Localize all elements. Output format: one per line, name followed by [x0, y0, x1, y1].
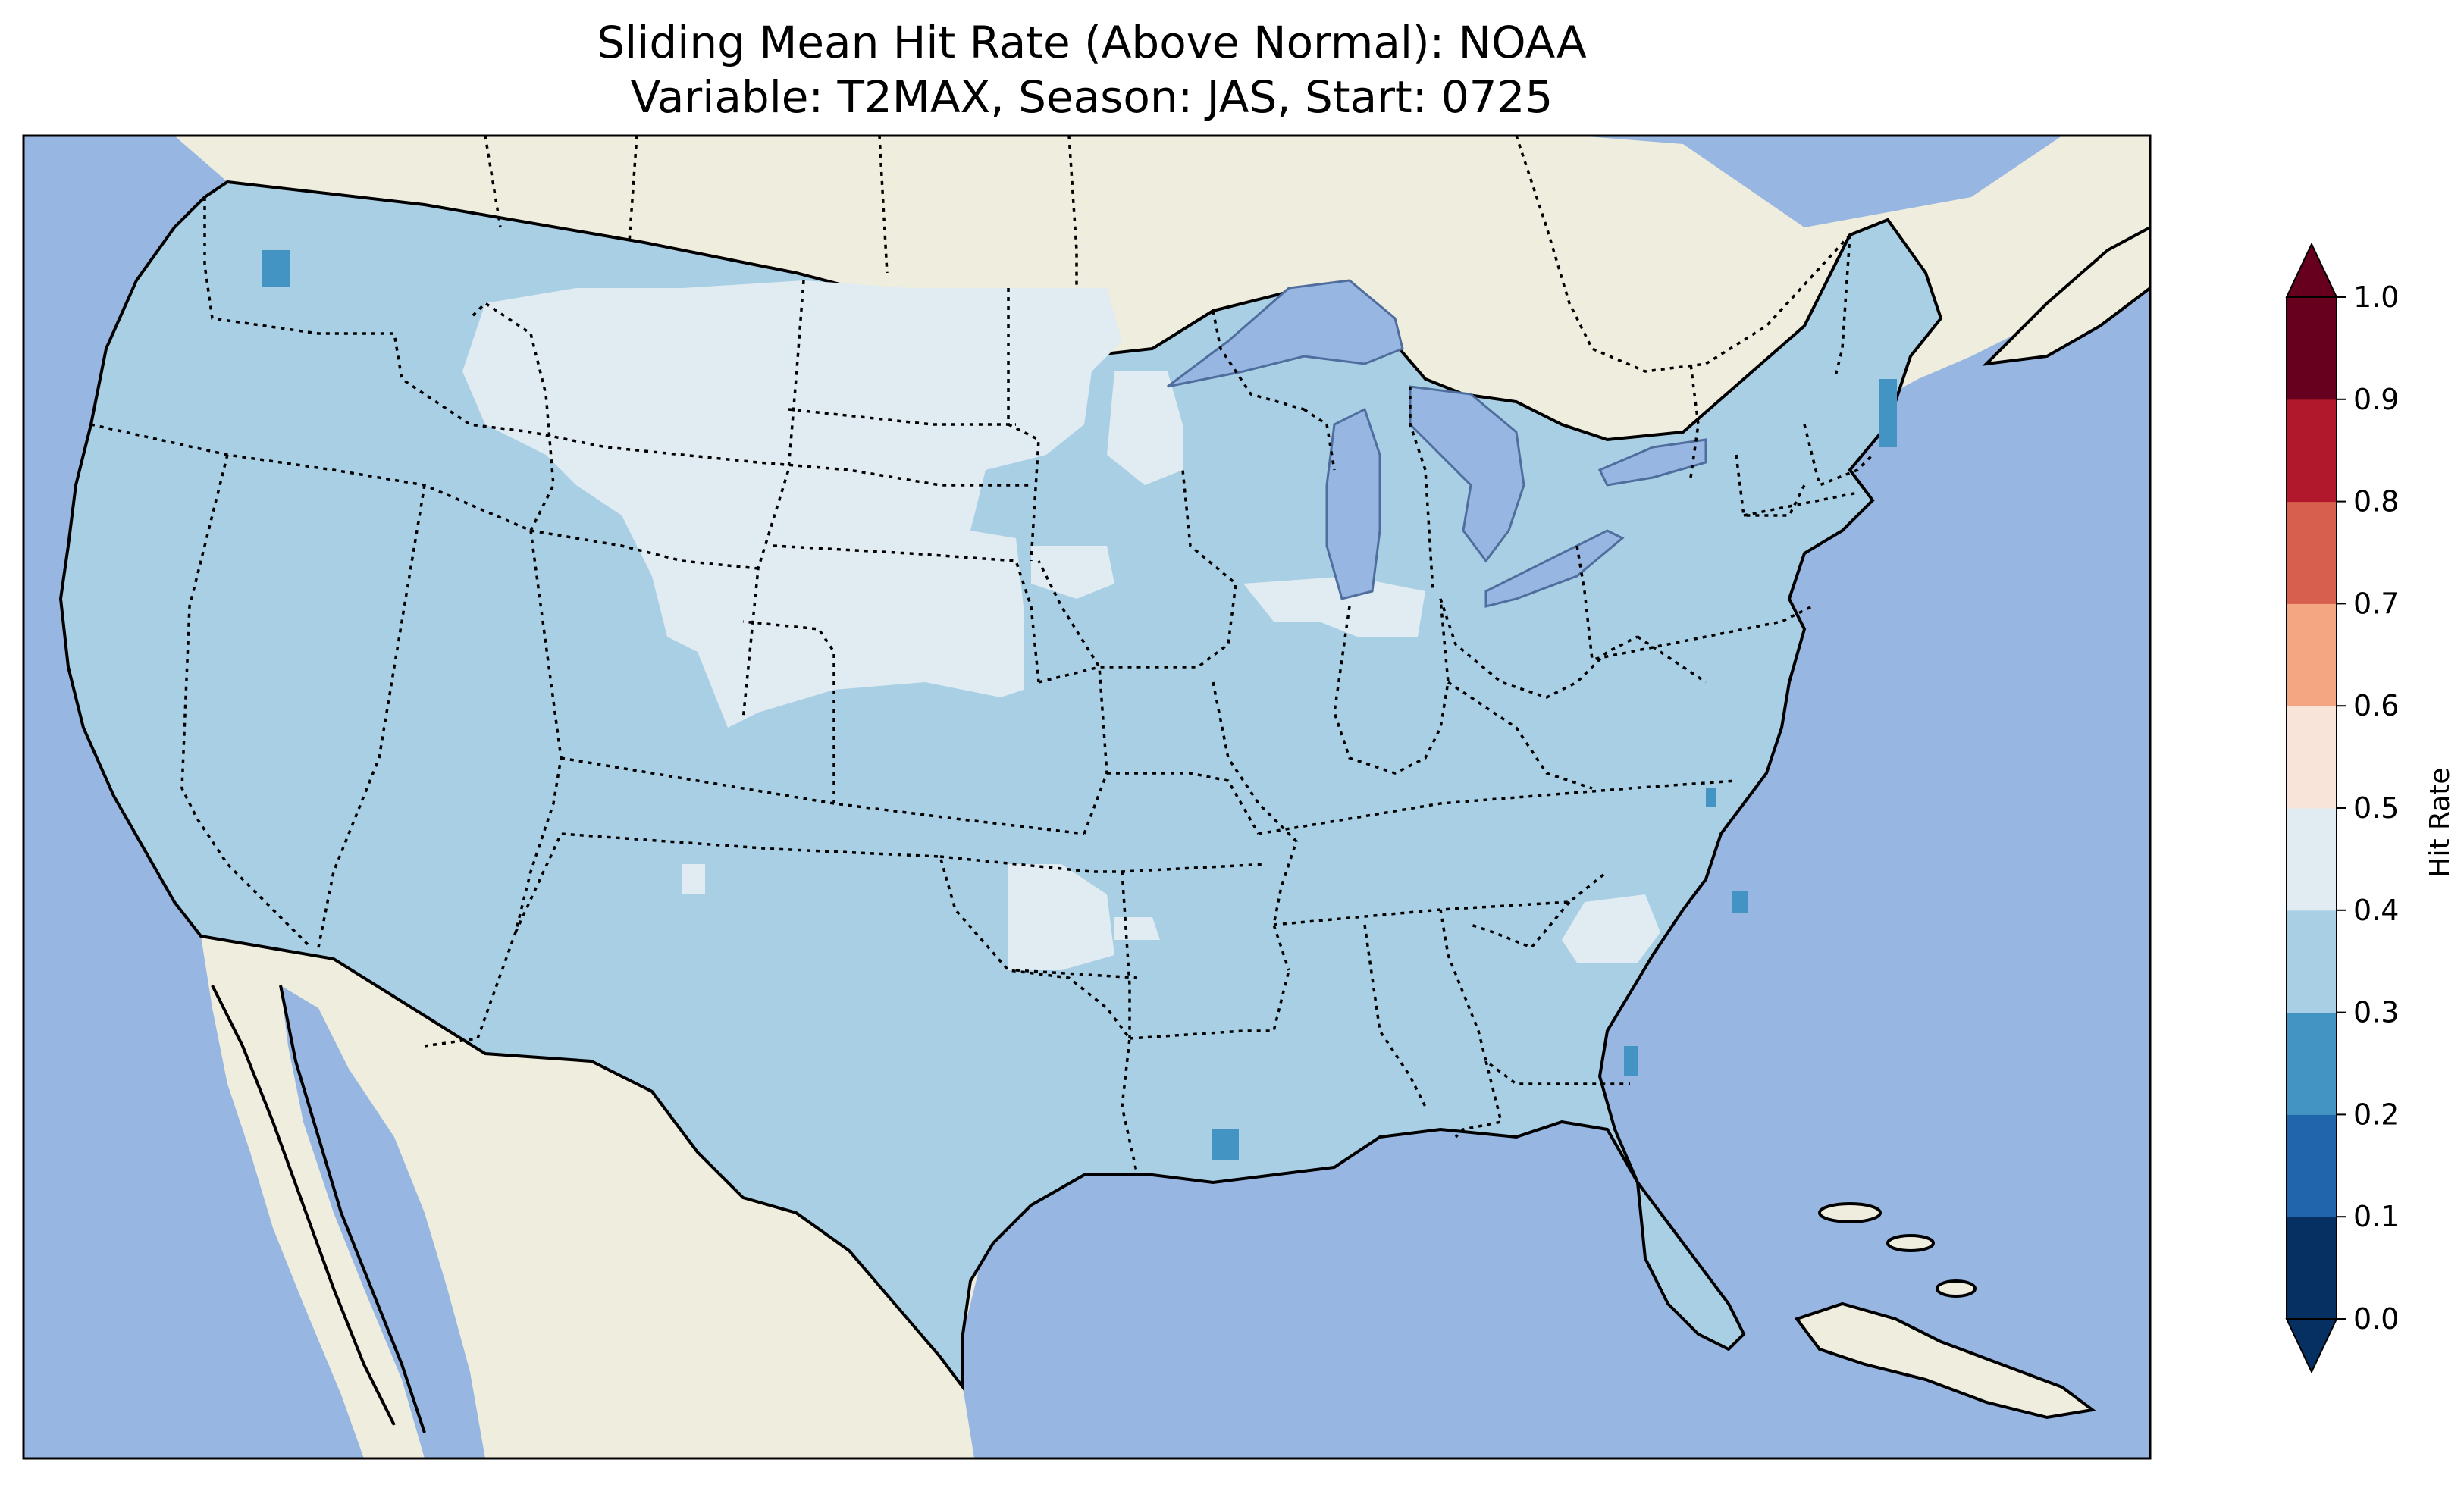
- colorbar: 0.0 0.1 0.2 0.3 0.4 0.5 0.6 0.7 0.8 0.9 1.0: [2285, 242, 2399, 1374]
- map-panel: [24, 136, 2150, 1458]
- bahamas-island: [1936, 1279, 1977, 1298]
- colorbar-bin: [2287, 1217, 2337, 1320]
- bahamas-island: [1886, 1234, 1935, 1252]
- colorbar-tick-label: 0.1: [2353, 1200, 2399, 1233]
- field-region-0.2-0.3: [1706, 788, 1716, 807]
- field-region-0.4-0.5: [1008, 864, 1114, 970]
- colorbar-bin: [2287, 706, 2337, 809]
- field-region-0.4-0.5: [1114, 917, 1160, 940]
- field-region-0.4-0.5: [1562, 894, 1660, 963]
- field-region-0.4-0.5: [1107, 371, 1183, 485]
- colorbar-tick-label: 0.5: [2353, 791, 2399, 825]
- colorbar-bin: [2287, 1012, 2337, 1115]
- nova-scotia-land: [1982, 225, 2150, 366]
- lake-erie: [1484, 529, 1625, 608]
- lake-superior: [1167, 279, 1404, 388]
- cuba-land: [1794, 1301, 2096, 1420]
- field-region-0.2-0.3: [1732, 891, 1748, 913]
- bahamas-island: [1818, 1202, 1882, 1223]
- state-boundaries: [90, 197, 1874, 1176]
- field-region-0.4-0.5: [682, 864, 705, 894]
- field-region-0.2-0.3: [1212, 1129, 1239, 1160]
- map-title-line1: Sliding Mean Hit Rate (Above Normal): NO…: [597, 17, 1587, 68]
- colorbar-bin: [2287, 501, 2337, 604]
- colorbar-tick-label: 0.4: [2353, 894, 2399, 927]
- field-region-0.2-0.3: [262, 250, 290, 287]
- colorbar-bin: [2287, 399, 2337, 503]
- colorbar-tick-label: 1.0: [2353, 280, 2399, 314]
- colorbar-tick-label: 0.6: [2353, 689, 2399, 722]
- colorbar-bin: [2287, 297, 2337, 400]
- field-region-0.2-0.3: [1624, 1046, 1638, 1076]
- field-region-0.4-0.5: [1243, 576, 1425, 637]
- colorbar-tick-label: 0.3: [2353, 996, 2399, 1029]
- colorbar-tick-label: 0.2: [2353, 1098, 2399, 1131]
- lake-michigan: [1325, 407, 1381, 600]
- colorbar-bin: [2287, 603, 2337, 706]
- colorbar-bin: [2287, 910, 2337, 1013]
- colorbar-bin: [2287, 1114, 2337, 1217]
- colorbar-bin: [2287, 808, 2337, 911]
- lake-ontario: [1597, 438, 1707, 487]
- province-boundaries: [484, 136, 1851, 373]
- colorbar-tick-label: 0.7: [2353, 587, 2399, 620]
- map-frame: [22, 134, 2152, 1460]
- baja-coast: [211, 985, 426, 1433]
- colorbar-tick-label: 0.0: [2353, 1302, 2399, 1336]
- colorbar-tick-label: 0.9: [2353, 383, 2399, 416]
- colorbar-tick-label: 0.8: [2353, 485, 2399, 518]
- colorbar-extend-over: [2285, 242, 2338, 298]
- lake-huron: [1409, 385, 1525, 563]
- colorbar-extend-under: [2285, 1318, 2338, 1374]
- map-title-line2: Variable: T2MAX, Season: JAS, Start: 072…: [630, 71, 1553, 123]
- colorbar-label: Hit Rate: [2425, 767, 2456, 877]
- field-region-0.2-0.3: [1879, 379, 1897, 447]
- gulf-of-california: [281, 985, 485, 1458]
- field-region-0.4-0.5: [462, 280, 1122, 728]
